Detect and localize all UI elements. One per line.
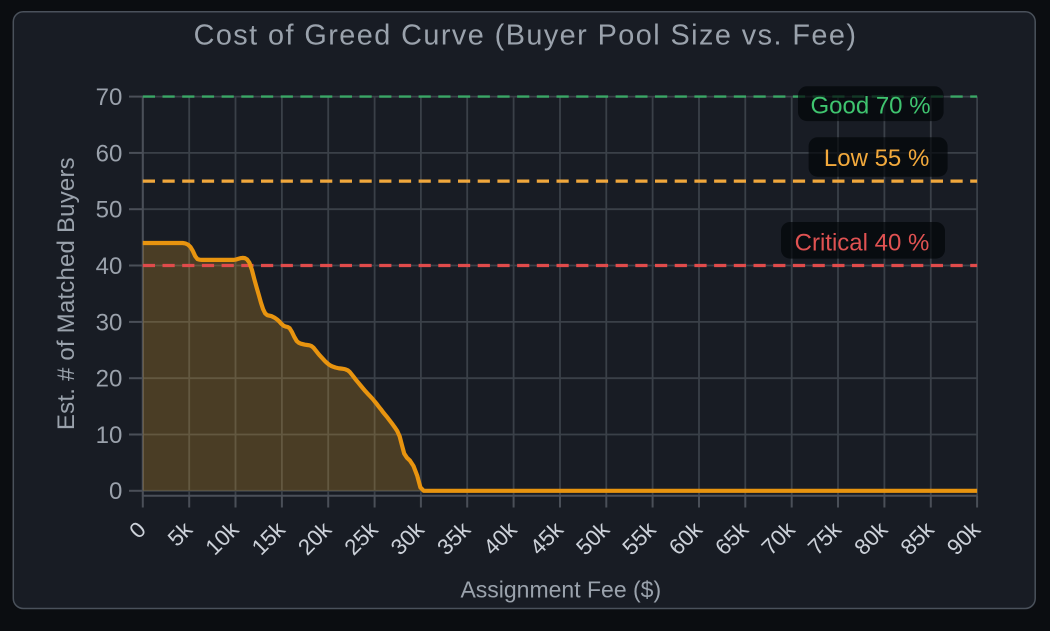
svg-text:Low 55 %: Low 55 % — [824, 145, 929, 172]
svg-text:70: 70 — [96, 84, 123, 111]
svg-text:60: 60 — [96, 140, 123, 167]
svg-text:Good 70 %: Good 70 % — [810, 92, 930, 119]
svg-text:Cost of Greed Curve (Buyer Poo: Cost of Greed Curve (Buyer Pool Size vs.… — [194, 20, 858, 52]
svg-text:50: 50 — [96, 197, 123, 224]
svg-text:30: 30 — [96, 309, 123, 336]
svg-text:Critical 40 %: Critical 40 % — [795, 229, 930, 256]
svg-text:Est. # of Matched Buyers: Est. # of Matched Buyers — [53, 157, 80, 430]
svg-text:Assignment Fee ($): Assignment Fee ($) — [460, 576, 661, 602]
svg-text:10: 10 — [96, 422, 123, 449]
svg-text:40: 40 — [96, 253, 123, 280]
svg-text:20: 20 — [96, 366, 123, 393]
svg-text:0: 0 — [109, 478, 122, 505]
